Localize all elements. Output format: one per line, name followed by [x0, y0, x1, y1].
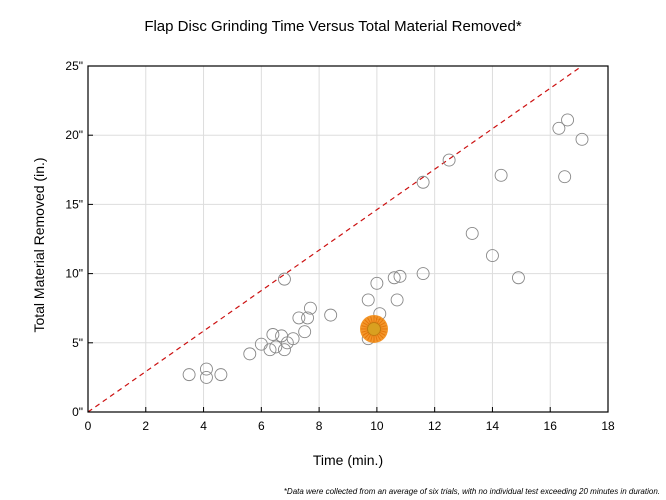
- x-tick-label: 18: [601, 419, 615, 433]
- x-tick-label: 12: [428, 419, 442, 433]
- data-point: [199, 362, 213, 376]
- data-point: [393, 269, 407, 283]
- x-tick-label: 0: [85, 419, 92, 433]
- data-point: [263, 343, 277, 357]
- data-point: [286, 332, 300, 346]
- data-point: [277, 343, 291, 357]
- data-point: [324, 308, 338, 322]
- y-tick-label: 15": [65, 197, 83, 211]
- data-point: [465, 227, 479, 240]
- data-point: [416, 267, 430, 281]
- x-tick-labels: 0 2 4 6 8 10 12 14 16 18: [85, 419, 615, 433]
- data-point: [387, 271, 401, 285]
- x-tick-label: 8: [316, 419, 323, 433]
- highlight-center: [367, 321, 381, 336]
- data-point: [575, 132, 589, 146]
- data-point: [511, 271, 525, 285]
- data-point: [561, 113, 575, 127]
- data-point: [277, 272, 291, 286]
- data-point: [301, 311, 315, 325]
- chart-title: Flap Disc Grinding Time Versus Total Mat…: [144, 18, 522, 35]
- plot-frame: [87, 65, 609, 413]
- highlight-marker: [360, 314, 388, 343]
- y-tick-label: 0": [72, 405, 83, 419]
- grid: [88, 66, 608, 412]
- y-tick-label: 5": [72, 336, 83, 350]
- data-point: [390, 293, 404, 307]
- data-point: [269, 340, 283, 354]
- data-point: [494, 168, 508, 182]
- x-tick-label: 10: [370, 419, 384, 433]
- data-point: [558, 170, 572, 184]
- data-point: [292, 311, 306, 325]
- data-point: [199, 370, 213, 384]
- data-point: [485, 249, 499, 263]
- data-point: [214, 368, 228, 382]
- x-tick-label: 4: [200, 419, 207, 433]
- data-point: [266, 328, 280, 341]
- data-point: [552, 121, 566, 135]
- x-tick-label: 2: [142, 419, 149, 433]
- data-point: [370, 276, 384, 290]
- axis-ticks: [87, 65, 609, 413]
- data-points: [182, 113, 589, 384]
- data-point: [416, 175, 430, 189]
- data-point: [303, 301, 317, 315]
- data-point: [298, 325, 312, 339]
- x-tick-label: 14: [486, 419, 500, 433]
- y-axis-label: Total Material Removed (in.): [31, 157, 47, 332]
- y-tick-label: 10": [65, 267, 83, 281]
- x-tick-label: 16: [544, 419, 558, 433]
- x-tick-label: 6: [258, 419, 265, 433]
- y-tick-label: 20": [65, 128, 83, 142]
- data-point: [442, 153, 456, 167]
- data-point: [182, 368, 196, 382]
- reference-line: [87, 65, 583, 413]
- data-point: [361, 293, 375, 307]
- y-tick-label: 25": [65, 59, 83, 73]
- y-tick-labels: 0" 5" 10" 15" 20" 25": [65, 59, 83, 419]
- data-point: [243, 347, 257, 361]
- x-axis-label: Time (min.): [313, 452, 383, 468]
- footnote: *Data were collected from an average of …: [284, 487, 660, 496]
